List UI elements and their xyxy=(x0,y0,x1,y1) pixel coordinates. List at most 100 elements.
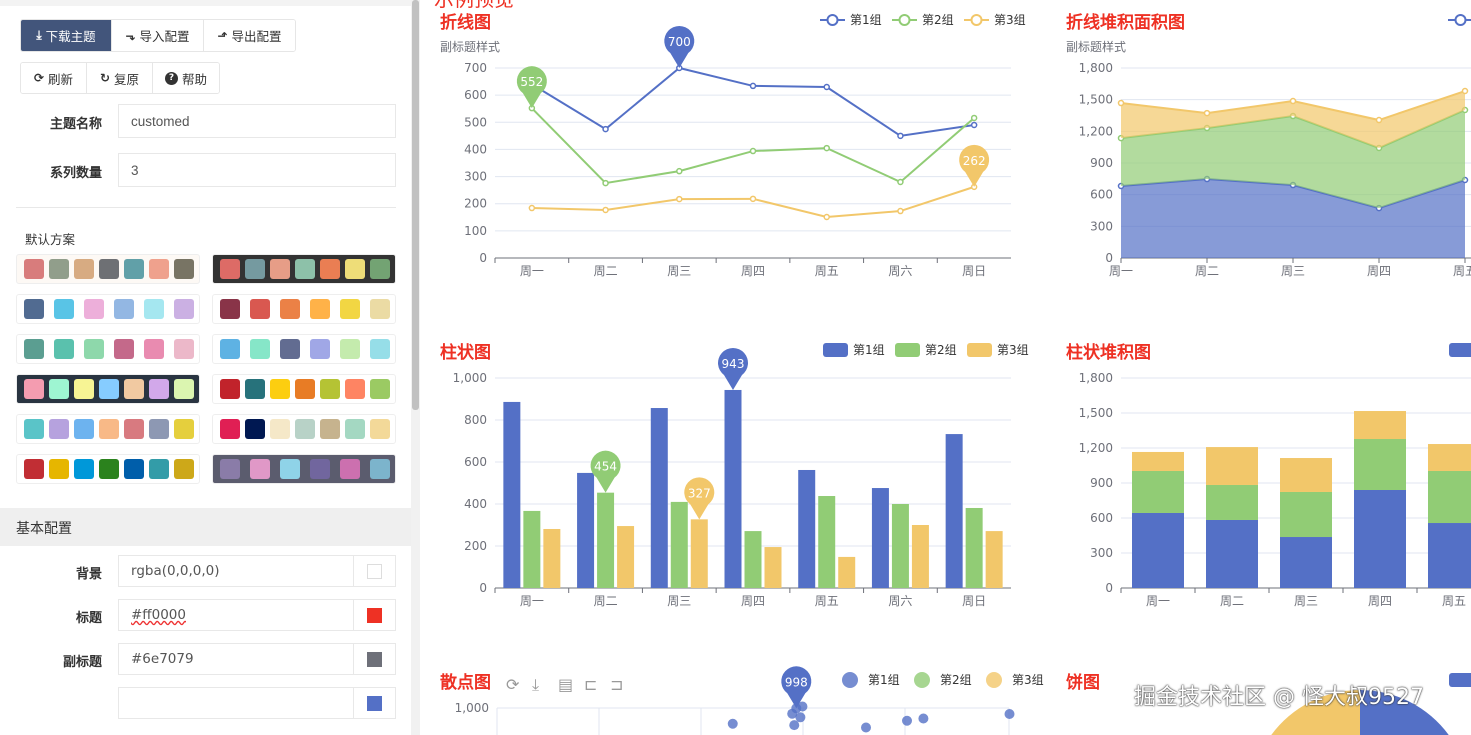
bar xyxy=(744,531,762,588)
color-picker[interactable] xyxy=(353,556,395,586)
palette-option[interactable] xyxy=(16,334,200,364)
palette-option[interactable] xyxy=(212,254,396,284)
palette-swatch xyxy=(174,299,194,319)
refresh-icon: ⟳ xyxy=(33,71,45,85)
x-tick-label: 周五 xyxy=(815,264,839,278)
palette-swatch xyxy=(99,259,119,279)
y-tick-label: 500 xyxy=(464,115,487,129)
y-tick-label: 400 xyxy=(464,497,487,511)
bar-segment xyxy=(1280,537,1332,588)
color-value-input[interactable] xyxy=(118,687,396,719)
series-count-row: 系列数量 xyxy=(0,153,411,187)
refresh-icon[interactable]: ⟳ xyxy=(506,675,520,694)
download-icon[interactable]: ⤓ xyxy=(532,675,539,694)
bar-segment xyxy=(1132,512,1184,588)
file-button-group: ⤓ 下载主题 ⬎ 导入配置 ⬏ 导出配置 xyxy=(20,19,296,52)
pie-slice xyxy=(1271,690,1360,735)
palette-swatch xyxy=(280,339,300,359)
palette-option[interactable] xyxy=(16,414,200,444)
palette-swatch xyxy=(370,379,390,399)
palette-option[interactable] xyxy=(212,374,396,404)
color-value-input[interactable]: #ff0000 xyxy=(118,599,396,631)
y-tick-label: 600 xyxy=(464,455,487,469)
x-tick-label: 周日 xyxy=(962,594,986,608)
series-count-input[interactable] xyxy=(118,153,396,187)
import-icon: ⬎ xyxy=(125,28,136,43)
palette-option[interactable] xyxy=(16,454,200,484)
color-config-row xyxy=(0,687,411,719)
scrollbar-thumb[interactable] xyxy=(412,0,419,410)
palette-option[interactable] xyxy=(212,414,396,444)
palette-swatch xyxy=(270,379,290,399)
x-tick-label: 周三 xyxy=(667,264,691,278)
palette-swatch xyxy=(74,459,94,479)
palette-swatch xyxy=(174,419,194,439)
watermark: 掘金技术社区 @ 怪大叔9527 xyxy=(1134,685,1424,710)
palette-swatch xyxy=(174,379,194,399)
palette-swatch xyxy=(220,259,240,279)
zoom-reset-icon[interactable]: ⊐ xyxy=(610,675,623,694)
bar xyxy=(670,501,688,588)
palette-swatch xyxy=(370,459,390,479)
data-point xyxy=(602,179,609,187)
legend-circle-icon xyxy=(1454,14,1467,26)
palette-swatch xyxy=(295,379,315,399)
color-picker[interactable] xyxy=(353,644,395,674)
legend-item-label: 第1组 xyxy=(853,343,885,357)
markpoint-pin xyxy=(664,26,695,69)
bar xyxy=(838,556,856,588)
y-tick-label: 200 xyxy=(464,539,487,553)
refresh-button[interactable]: ⟳ 刷新 xyxy=(21,63,87,93)
y-tick-label: 300 xyxy=(1090,546,1113,560)
palette-swatch xyxy=(99,419,119,439)
markpoint-label: 998 xyxy=(785,675,808,689)
basic-config-header[interactable]: 基本配置 xyxy=(0,508,411,546)
scatter-point xyxy=(902,715,912,726)
help-button[interactable]: ? 帮助 xyxy=(153,63,219,93)
legend-circle-icon xyxy=(914,672,930,688)
y-tick-label: 600 xyxy=(464,88,487,102)
color-value-input[interactable]: #6e7079 xyxy=(118,643,396,675)
color-picker[interactable] xyxy=(353,600,395,630)
x-tick-label: 周五 xyxy=(1442,594,1466,608)
export-label: 导出配置 xyxy=(231,29,282,44)
data-point xyxy=(897,178,904,186)
palette-swatch xyxy=(144,339,164,359)
y-tick-label: 400 xyxy=(464,142,487,156)
bar-chart-title: 柱状图 xyxy=(440,342,491,363)
theme-name-input[interactable] xyxy=(118,104,396,138)
palette-swatch xyxy=(320,419,340,439)
palette-swatch xyxy=(54,339,74,359)
palette-swatch xyxy=(174,259,194,279)
data-point xyxy=(528,204,536,212)
export-config-button[interactable]: ⬏ 导出配置 xyxy=(204,20,295,51)
palette-option[interactable] xyxy=(212,454,396,484)
palette-option[interactable] xyxy=(16,294,200,324)
color-picker[interactable] xyxy=(353,688,395,718)
palette-option[interactable] xyxy=(212,294,396,324)
line-chart-title: 折线图 xyxy=(440,12,491,33)
left-panel-scrollbar[interactable] xyxy=(411,0,420,735)
line-chart-subtitle: 副标题样式 xyxy=(440,39,500,54)
y-tick-label: 1,500 xyxy=(1079,93,1113,107)
palette-option[interactable] xyxy=(16,374,200,404)
import-config-button[interactable]: ⬎ 导入配置 xyxy=(112,20,204,51)
palette-swatch xyxy=(345,419,365,439)
y-tick-label: 0 xyxy=(1105,581,1113,595)
legend-rect-icon xyxy=(1449,673,1471,687)
zoom-icon[interactable]: ⊏ xyxy=(584,675,597,694)
data-point xyxy=(897,132,904,140)
color-value-input[interactable]: rgba(0,0,0,0) xyxy=(118,555,396,587)
y-tick-label: 700 xyxy=(464,61,487,75)
download-theme-button[interactable]: ⤓ 下载主题 xyxy=(21,20,112,51)
palette-option[interactable] xyxy=(16,254,200,284)
color-swatch xyxy=(367,607,382,623)
palette-swatch xyxy=(174,459,194,479)
reset-button[interactable]: ↻ 复原 xyxy=(87,63,153,93)
data-view-icon[interactable]: ▤ xyxy=(558,675,573,694)
bar xyxy=(503,401,521,588)
scatter-chart-title: 散点图 xyxy=(440,672,491,693)
palette-option[interactable] xyxy=(212,334,396,364)
palette-swatch xyxy=(220,379,240,399)
